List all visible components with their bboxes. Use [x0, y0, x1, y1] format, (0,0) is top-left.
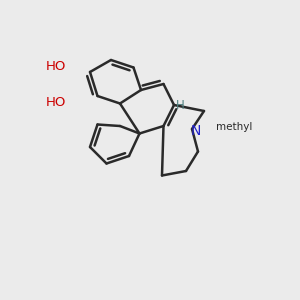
Text: N: N: [191, 124, 201, 138]
Text: H: H: [176, 99, 184, 112]
Text: HO: HO: [46, 60, 66, 73]
Text: HO: HO: [46, 96, 66, 109]
Text: methyl: methyl: [216, 122, 252, 132]
